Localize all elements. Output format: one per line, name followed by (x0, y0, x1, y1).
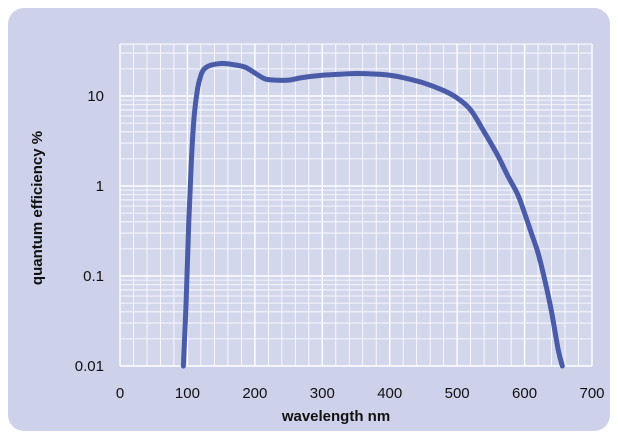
x-tick-label: 300 (310, 385, 335, 402)
x-tick-label: 200 (242, 385, 267, 402)
y-tick-label: 10 (87, 88, 104, 105)
x-tick-label: 700 (579, 385, 604, 402)
x-tick-label: 0 (116, 385, 124, 402)
series-layer (180, 60, 565, 369)
quantum-efficiency-curve (180, 60, 565, 369)
x-axis-title: wavelength nm (281, 408, 390, 425)
y-tick-label: 1 (96, 178, 104, 195)
x-tick-label: 100 (175, 385, 200, 402)
grid-layer (119, 43, 593, 367)
y-tick-label: 0.1 (83, 268, 104, 285)
x-tick-label: 400 (377, 385, 402, 402)
tick-label-layer: 0 100 200 300 400 500 600 700 0.01 0.1 1 10 (75, 88, 605, 402)
x-tick-label: 500 (445, 385, 470, 402)
y-axis-title: quantum efficiency % (29, 131, 46, 285)
y-tick-label: 0.01 (75, 358, 104, 375)
x-tick-label: 600 (512, 385, 537, 402)
